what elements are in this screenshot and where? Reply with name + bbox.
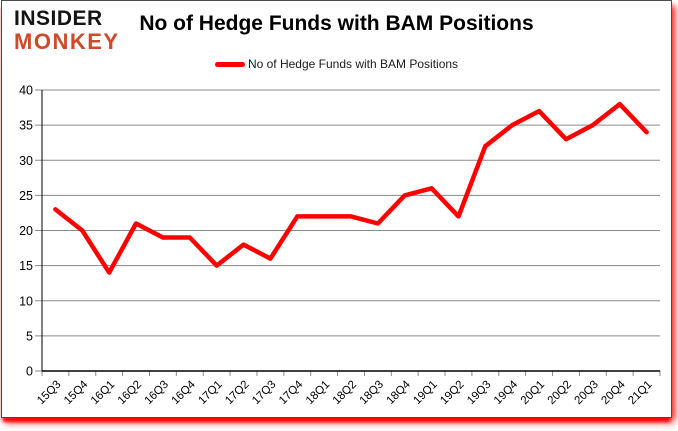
series-line [53, 101, 649, 275]
y-tick-label: 35 [19, 119, 33, 133]
x-tick-label: 19Q2 [438, 379, 466, 407]
y-tick-label: 0 [26, 365, 33, 379]
y-tick-label: 20 [19, 224, 33, 238]
x-tick-label: 18Q4 [384, 378, 413, 407]
x-tick-label: 16Q4 [170, 378, 199, 407]
y-tick-label: 10 [19, 294, 33, 308]
x-tick-label: 19Q3 [465, 379, 493, 407]
x-tick-label: 17Q3 [250, 379, 278, 407]
x-tick-label: 20Q1 [519, 379, 547, 407]
x-tick-label: 16Q1 [89, 379, 117, 407]
y-tick-label: 30 [19, 154, 33, 168]
y-tick-label: 5 [26, 329, 33, 343]
x-tick-label: 19Q1 [411, 379, 439, 407]
x-tick-label: 20Q2 [546, 379, 574, 407]
y-tick-label: 25 [19, 189, 33, 203]
x-tick-label: 20Q4 [599, 378, 628, 407]
legend-label: No of Hedge Funds with BAM Positions [247, 57, 459, 71]
x-tick-label: 21Q1 [626, 379, 654, 407]
x-tick-label: 18Q1 [304, 379, 332, 407]
y-tick-label: 40 [19, 84, 33, 98]
x-tick-label: 17Q4 [277, 378, 306, 407]
x-tick-label: 17Q1 [196, 379, 224, 407]
chart-frame: INSIDER MONKEY No of Hedge Funds with BA… [1, 0, 672, 418]
logo-text-monkey: MONKEY [14, 29, 120, 54]
legend-line-swatch [214, 61, 245, 67]
x-tick-label: 16Q3 [143, 379, 171, 407]
x-tick-label: 19Q4 [492, 378, 521, 407]
x-tick-label: 15Q4 [62, 378, 91, 407]
x-tick-label: 17Q2 [223, 379, 251, 407]
x-tick-label: 20Q3 [573, 379, 601, 407]
logo-text-insider: INSIDER [14, 7, 103, 30]
x-tick-label: 16Q2 [116, 379, 144, 407]
x-tick-label: 18Q2 [331, 379, 359, 407]
legend: No of Hedge Funds with BAM Positions [2, 57, 671, 71]
insider-monkey-logo: INSIDER MONKEY [14, 8, 120, 53]
x-tick-label: 15Q3 [35, 379, 63, 407]
chart-title: No of Hedge Funds with BAM Positions [139, 12, 534, 35]
y-tick-label: 15 [19, 259, 33, 273]
x-tick-label: 18Q3 [358, 379, 386, 407]
plot-area: 0 5 10 15 20 25 30 35 40 15Q315Q416Q116Q216Q316Q4… [19, 84, 661, 407]
